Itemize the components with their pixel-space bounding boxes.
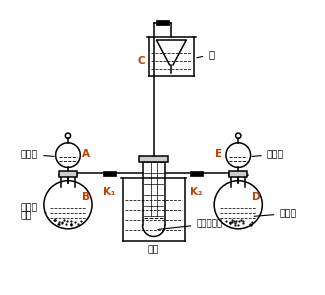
Text: B: B: [82, 192, 90, 202]
Text: 稀硫酸: 稀硫酸: [21, 150, 54, 159]
Text: 生石灰: 生石灰: [254, 209, 297, 218]
Text: A: A: [82, 149, 90, 159]
Text: 饱和食盐水: 饱和食盐水: [158, 219, 223, 230]
Bar: [62, 173, 74, 176]
Text: K₂: K₂: [190, 187, 202, 197]
Bar: [59, 171, 77, 177]
Bar: [139, 156, 168, 162]
Text: K₁: K₁: [103, 187, 115, 197]
Text: E: E: [215, 149, 222, 159]
Text: 碳酸钠: 碳酸钠: [21, 204, 38, 213]
Bar: [190, 171, 203, 176]
Bar: [156, 20, 169, 25]
Text: D: D: [252, 192, 261, 202]
Bar: [103, 171, 115, 176]
Text: 水: 水: [197, 50, 214, 60]
Text: C: C: [138, 56, 146, 66]
Text: 冰水: 冰水: [148, 246, 160, 255]
Text: 粉末: 粉末: [21, 212, 32, 220]
Bar: [232, 173, 244, 176]
Text: 浓氨水: 浓氨水: [252, 150, 284, 159]
Bar: [229, 171, 247, 177]
